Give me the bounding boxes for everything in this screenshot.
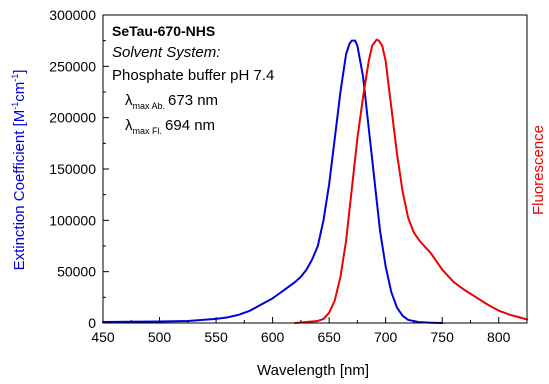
y-axis-title-left-sup2: -1: [10, 74, 20, 82]
annotation-solvent-label: Solvent System:: [112, 44, 220, 61]
x-tick-label: 800: [487, 329, 511, 345]
y-tick-label: 50000: [57, 264, 96, 280]
tick-marks: [102, 14, 528, 324]
y-axis-title-left-sup1: -1: [10, 102, 20, 110]
annotation-solvent: Phosphate buffer pH 7.4: [112, 67, 274, 84]
y-axis-title-left: Extinction Coefficient [M-1cm-1]: [10, 70, 28, 271]
annotation-box: SeTau-670-NHS Solvent System: Phosphate …: [112, 23, 274, 136]
x-tick-label: 750: [431, 329, 455, 345]
x-tick-label: 450: [91, 329, 115, 345]
lambda-fl-value: 694 nm: [165, 117, 215, 134]
y-tick-label: 0: [88, 315, 96, 331]
x-tick-label: 700: [374, 329, 398, 345]
y-tick-label: 100000: [49, 212, 96, 228]
lambda-abs-sub: max Ab.: [133, 101, 166, 111]
plot-frame: [102, 14, 528, 324]
series-layer: [102, 38, 528, 324]
y-tick-label: 250000: [49, 58, 96, 74]
y-tick-label: 200000: [49, 110, 96, 126]
y-tick-label: 300000: [49, 7, 96, 23]
y-tick-label: 150000: [49, 161, 96, 177]
annotation-lambda-fl: λmax Fl. 694 nm: [125, 117, 215, 136]
fluorescence-spectrum-line: [294, 38, 528, 324]
lambda-abs-value: 673 nm: [168, 92, 218, 109]
y-tick-labels: 0 50000 100000 150000 200000 250000 300000: [49, 7, 96, 331]
y-axis-title-left-main: Extinction Coefficient [M: [11, 110, 28, 271]
lambda-fl-symbol: λ: [125, 117, 133, 134]
x-tick-label: 500: [148, 329, 172, 345]
x-tick-label: 550: [204, 329, 228, 345]
x-tick-label: 600: [261, 329, 285, 345]
annotation-title: SeTau-670-NHS: [112, 23, 215, 39]
x-tick-label: 650: [317, 329, 341, 345]
absorption-spectrum-line: [102, 39, 444, 324]
x-axis-title: Wavelength [nm]: [257, 362, 369, 379]
y-axis-title-left-end: ]: [11, 70, 28, 74]
x-tick-labels: 450 500 550 600 650 700 750 800: [91, 329, 510, 345]
y-axis-title-right: Fluorescence: [530, 125, 547, 215]
y-axis-title-left-mid: cm: [11, 82, 28, 102]
lambda-fl-sub: max Fl.: [133, 126, 163, 136]
lambda-abs-symbol: λ: [125, 92, 133, 109]
annotation-lambda-abs: λmax Ab. 673 nm: [125, 92, 218, 111]
